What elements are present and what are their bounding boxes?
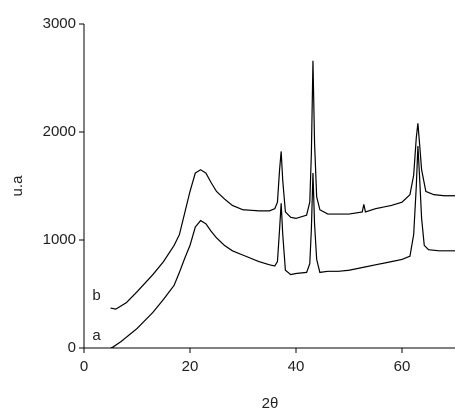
series-label: b (92, 287, 100, 304)
y-tick-label: 2000 (43, 123, 76, 140)
series-line (110, 60, 455, 310)
x-tick-label: 0 (80, 358, 88, 375)
x-tick-label: 20 (182, 358, 199, 375)
y-tick-label: 0 (68, 339, 76, 356)
y-axis-label: u.a (9, 175, 26, 197)
y-tick-label: 3000 (43, 15, 76, 32)
x-tick-label: 60 (394, 358, 411, 375)
x-axis-label: 2θ (262, 395, 279, 412)
x-tick-label: 40 (288, 358, 305, 375)
series-line (110, 146, 455, 349)
series-label: a (92, 327, 101, 344)
y-tick-label: 1000 (43, 231, 76, 248)
